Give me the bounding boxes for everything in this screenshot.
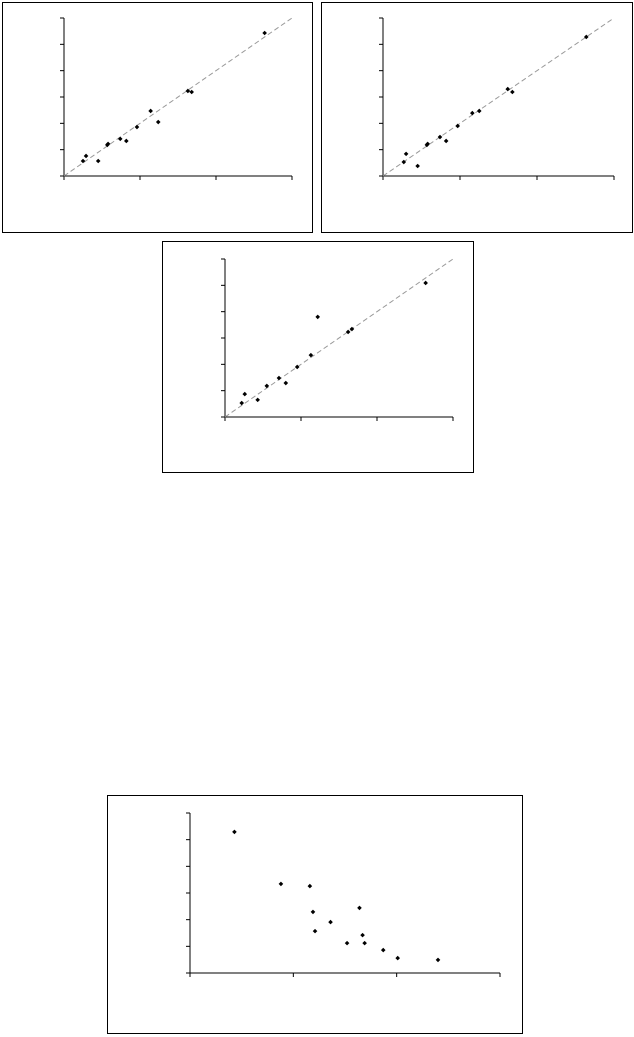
point — [403, 151, 409, 157]
point — [264, 383, 270, 389]
point — [380, 947, 386, 953]
point — [510, 89, 515, 95]
point — [476, 108, 482, 114]
point — [148, 108, 153, 114]
chart-frame — [107, 795, 523, 1034]
point — [232, 829, 237, 835]
chart-frame — [2, 2, 313, 233]
point — [255, 397, 260, 403]
reference-line — [63, 17, 293, 177]
point — [328, 919, 333, 925]
point — [276, 375, 282, 381]
point — [308, 352, 314, 358]
point — [415, 163, 420, 169]
point — [315, 314, 321, 320]
point — [357, 905, 362, 911]
point — [443, 138, 449, 144]
point — [401, 159, 407, 165]
point — [423, 280, 428, 286]
reference-line — [224, 258, 454, 418]
point — [395, 955, 400, 961]
point — [307, 883, 313, 889]
point — [505, 86, 511, 92]
point — [283, 380, 289, 386]
point — [155, 119, 161, 125]
point — [360, 932, 365, 938]
point — [185, 88, 191, 94]
point — [262, 30, 267, 36]
point — [134, 124, 140, 130]
chart-frame — [321, 2, 633, 233]
point — [470, 110, 475, 116]
point — [294, 364, 300, 370]
reference-line — [382, 17, 615, 177]
chart-frame — [162, 241, 474, 473]
point — [312, 928, 318, 934]
point — [105, 141, 111, 147]
point — [345, 329, 351, 335]
point — [278, 881, 284, 887]
point — [425, 141, 430, 147]
point — [362, 940, 367, 946]
point — [124, 138, 129, 144]
point — [83, 153, 89, 159]
point — [437, 134, 443, 140]
point — [80, 158, 86, 164]
point — [349, 326, 355, 332]
point — [95, 158, 101, 164]
point — [310, 909, 316, 915]
point — [239, 400, 245, 406]
point — [189, 89, 194, 95]
point — [455, 123, 460, 129]
point — [344, 940, 350, 946]
point — [583, 34, 589, 40]
point — [435, 957, 441, 963]
point — [117, 136, 123, 142]
point — [242, 391, 248, 397]
